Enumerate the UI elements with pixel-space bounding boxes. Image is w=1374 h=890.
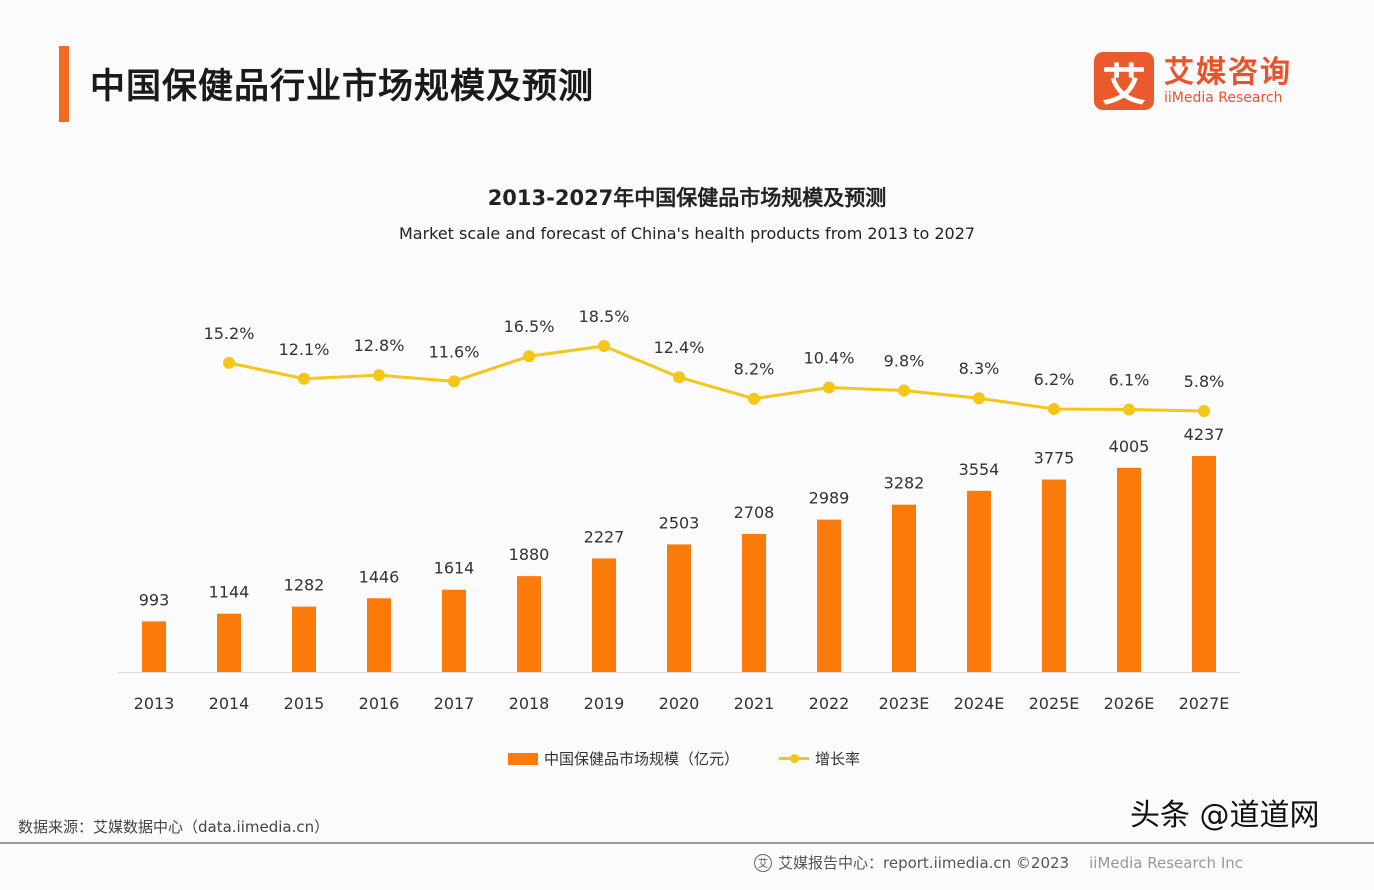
growth-label-2014: 15.2% xyxy=(204,324,255,343)
growth-point-2018 xyxy=(523,350,535,363)
x-tick-label-2019: 2019 xyxy=(584,694,625,713)
x-tick-label-2026E: 2026E xyxy=(1104,694,1155,713)
bar-value-label-2015: 1282 xyxy=(284,576,325,595)
legend-bar-label: 中国保健品市场规模（亿元） xyxy=(544,750,740,768)
logo-cn-text: 艾媒咨询 xyxy=(1164,55,1292,90)
iimedia-logo: 艾 艾媒咨询 iiMedia Research xyxy=(1094,52,1292,111)
report-center-icon: 艾 xyxy=(754,853,772,872)
bar-value-label-2024E: 3554 xyxy=(959,460,1000,479)
bar-2026E xyxy=(1117,467,1141,672)
x-tick-label-2023E: 2023E xyxy=(879,694,930,713)
bar-2014 xyxy=(217,613,241,672)
chart-legend: 中国保健品市场规模（亿元） 增长率 xyxy=(508,748,860,769)
bar-value-label-2018: 1880 xyxy=(509,545,550,564)
bar-2020 xyxy=(667,544,691,672)
bar-2022 xyxy=(817,519,841,672)
data-source: 数据来源：艾媒数据中心（data.iimedia.cn） xyxy=(18,818,330,836)
growth-point-2024E xyxy=(973,392,985,405)
growth-label-2023E: 9.8% xyxy=(884,352,925,371)
growth-label-2027E: 5.8% xyxy=(1184,372,1225,391)
growth-label-2017: 11.6% xyxy=(429,342,480,361)
x-tick-label-2017: 2017 xyxy=(434,694,475,713)
bar-value-label-2019: 2227 xyxy=(584,527,625,546)
growth-label-2026E: 6.1% xyxy=(1109,370,1150,389)
growth-label-2018: 16.5% xyxy=(504,317,555,336)
growth-rate-line xyxy=(228,344,1205,413)
growth-point-2020 xyxy=(673,371,685,384)
bar-value-label-2016: 1446 xyxy=(359,567,400,586)
bar-value-label-2027E: 4237 xyxy=(1184,425,1225,444)
growth-point-2023E xyxy=(898,384,910,397)
x-tick-label-2022: 2022 xyxy=(809,694,850,713)
legend-bar-swatch xyxy=(508,752,538,765)
bar-2025E xyxy=(1042,479,1066,672)
x-tick-label-2013: 2013 xyxy=(134,694,175,713)
bar-value-label-2021: 2708 xyxy=(734,503,775,522)
footer-en: iiMedia Research Inc xyxy=(1089,853,1244,872)
footer-divider xyxy=(0,842,1374,844)
growth-label-2016: 12.8% xyxy=(354,336,405,355)
bar-value-label-2023E: 3282 xyxy=(884,474,925,493)
bar-value-label-2026E: 4005 xyxy=(1109,437,1150,456)
bar-2015 xyxy=(292,606,316,672)
growth-point-2014 xyxy=(223,356,235,369)
growth-label-2019: 18.5% xyxy=(579,307,630,326)
chart-subtitle: Market scale and forecast of China's hea… xyxy=(398,224,976,243)
growth-point-2026E xyxy=(1123,403,1135,416)
x-tick-label-2015: 2015 xyxy=(284,694,325,713)
bar-2017 xyxy=(442,589,466,672)
bar-2016 xyxy=(367,598,391,672)
title-accent-bar xyxy=(59,46,69,122)
x-tick-label-2027E: 2027E xyxy=(1179,694,1230,713)
legend-line-swatch xyxy=(779,754,810,763)
bar-2021 xyxy=(742,533,766,672)
x-tick-label-2016: 2016 xyxy=(359,694,400,713)
bar-2024E xyxy=(967,490,991,672)
legend-line-label: 增长率 xyxy=(815,750,861,768)
bar-2019 xyxy=(592,558,616,672)
x-tick-label-2024E: 2024E xyxy=(954,694,1005,713)
bar-value-label-2020: 2503 xyxy=(659,513,700,532)
logo-mark-icon: 艾 xyxy=(1094,52,1154,111)
bar-value-label-2022: 2989 xyxy=(809,489,850,508)
x-tick-label-2025E: 2025E xyxy=(1029,694,1080,713)
footer: 艾 艾媒报告中心：report.iimedia.cn ©2023 iiMedia… xyxy=(754,852,1243,873)
growth-point-2015 xyxy=(298,372,310,385)
growth-label-2020: 12.4% xyxy=(654,338,705,357)
x-tick-label-2014: 2014 xyxy=(209,694,250,713)
growth-point-2025E xyxy=(1048,402,1060,415)
growth-point-2016 xyxy=(373,369,385,382)
bar-value-label-2014: 1144 xyxy=(209,583,250,602)
growth-point-2019 xyxy=(598,340,610,352)
watermark: 头条 @道道网 xyxy=(1130,798,1320,833)
growth-label-2021: 8.2% xyxy=(734,360,775,379)
bar-2018 xyxy=(517,576,541,672)
bar-value-label-2013: 993 xyxy=(139,590,170,609)
growth-label-2022: 10.4% xyxy=(804,348,855,367)
bar-2027E xyxy=(1192,456,1216,672)
page-title: 中国保健品行业市场规模及预测 xyxy=(90,67,595,107)
chart-title: 2013-2027年中国保健品市场规模及预测 xyxy=(487,186,887,210)
growth-point-2017 xyxy=(448,375,460,388)
logo-en-text: iiMedia Research xyxy=(1164,90,1283,106)
bar-value-label-2025E: 3775 xyxy=(1034,449,1075,468)
footer-text: 艾媒报告中心：report.iimedia.cn ©2023 xyxy=(778,854,1070,872)
growth-label-2025E: 6.2% xyxy=(1034,370,1075,389)
growth-point-2022 xyxy=(823,381,835,394)
growth-label-2024E: 8.3% xyxy=(959,359,1000,378)
bar-2013 xyxy=(142,621,166,672)
bar-value-label-2017: 1614 xyxy=(434,559,475,578)
growth-point-2021 xyxy=(748,392,760,405)
x-tick-label-2018: 2018 xyxy=(509,694,550,713)
growth-point-2027E xyxy=(1198,405,1210,418)
bar-2023E xyxy=(892,504,916,672)
x-tick-label-2020: 2020 xyxy=(659,694,700,713)
x-tick-label-2021: 2021 xyxy=(734,694,775,713)
growth-label-2015: 12.1% xyxy=(279,340,330,359)
